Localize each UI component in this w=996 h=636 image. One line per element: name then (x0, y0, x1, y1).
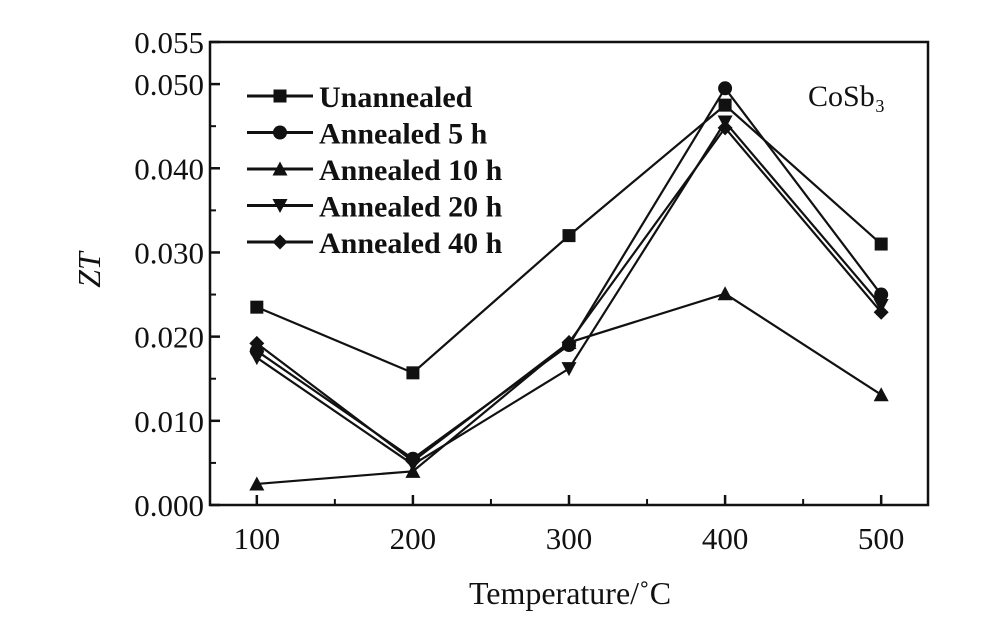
legend-label: Annealed 10 h (319, 154, 503, 187)
x-tick-label: 200 (390, 521, 437, 556)
x-axis-label: Temperature/˚C (469, 575, 671, 611)
y-tick-label: 0.030 (134, 235, 204, 270)
y-axis-label: ZT (71, 250, 107, 288)
legend-label: Annealed 40 h (319, 227, 503, 260)
legend-label: Annealed 5 h (319, 118, 488, 151)
legend-marker (273, 89, 287, 103)
series-0 (250, 98, 888, 380)
series-line (256, 292, 882, 486)
series-layer (249, 81, 889, 491)
x-tick-label: 500 (858, 521, 905, 556)
legend-entry: Unannealed (247, 81, 473, 114)
compound-annotation: CoSb₃ (808, 80, 885, 113)
x-tick-label: 100 (234, 521, 281, 556)
x-tick-label: 400 (702, 521, 749, 556)
y-tick-label: 0.000 (134, 488, 204, 523)
y-tick-label: 0.050 (134, 67, 204, 102)
data-point (718, 81, 733, 96)
data-point (406, 366, 420, 380)
data-point (874, 237, 888, 251)
x-tick-label: 300 (546, 521, 593, 556)
legend-label: Unannealed (319, 81, 473, 114)
plot-axes: 0.000 0.010 0.020 0.030 0.040 0.050 0.055 100 20… (134, 25, 930, 556)
legend-marker (272, 161, 288, 176)
data-point (873, 387, 889, 402)
legend-entry: Annealed 5 h (247, 118, 488, 151)
legend-entry: Annealed 20 h (247, 191, 503, 224)
data-point (250, 300, 264, 314)
data-point (561, 362, 577, 377)
data-point (405, 453, 421, 469)
legend-marker (272, 199, 288, 213)
data-point (249, 335, 265, 351)
data-point (717, 286, 733, 301)
y-tick-label: 0.020 (134, 320, 204, 355)
data-point (873, 304, 889, 320)
data-point (717, 120, 733, 136)
data-point (249, 476, 265, 491)
y-tick-label: 0.010 (134, 404, 204, 439)
data-point (249, 351, 265, 366)
series-4 (249, 120, 889, 469)
legend-marker (272, 234, 288, 250)
series-2 (249, 286, 889, 491)
legend-entry: Annealed 40 h (247, 227, 503, 260)
legend-label: Annealed 20 h (319, 191, 503, 224)
y-tick-label: 0.040 (134, 151, 204, 186)
legend-entry: Annealed 10 h (247, 154, 503, 187)
legend-marker (273, 125, 287, 140)
data-point (718, 98, 732, 112)
data-point (562, 229, 576, 243)
data-point (561, 335, 577, 351)
y-tick-label: 0.055 (134, 25, 204, 60)
data-point (874, 287, 889, 302)
